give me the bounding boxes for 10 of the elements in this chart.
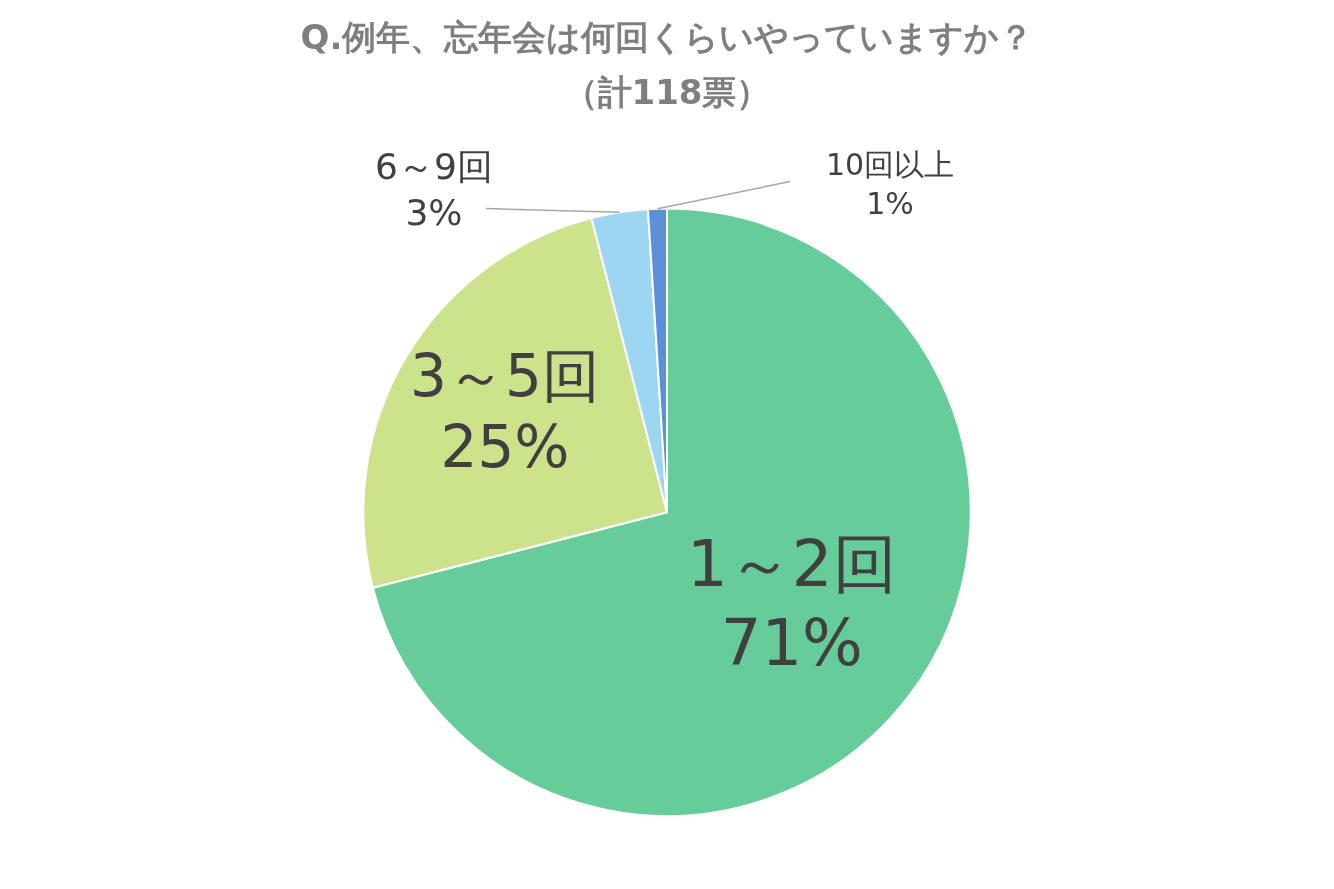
data-label: 71% [720,606,863,681]
slice-label: 1～2回 [687,527,897,602]
slice-label: 6～9回 [375,145,493,187]
slice-label: 3～5回 [410,341,600,410]
data-label: 25% [440,413,570,482]
chart-subtitle: （計118票） [563,72,771,113]
data-label: 1% [866,185,914,221]
slice-label: 10回以上 [825,146,955,182]
data-label: 3% [405,192,463,234]
chart-title: Q.例年、忘年会は何回くらいやっていますか？ [300,17,1034,58]
